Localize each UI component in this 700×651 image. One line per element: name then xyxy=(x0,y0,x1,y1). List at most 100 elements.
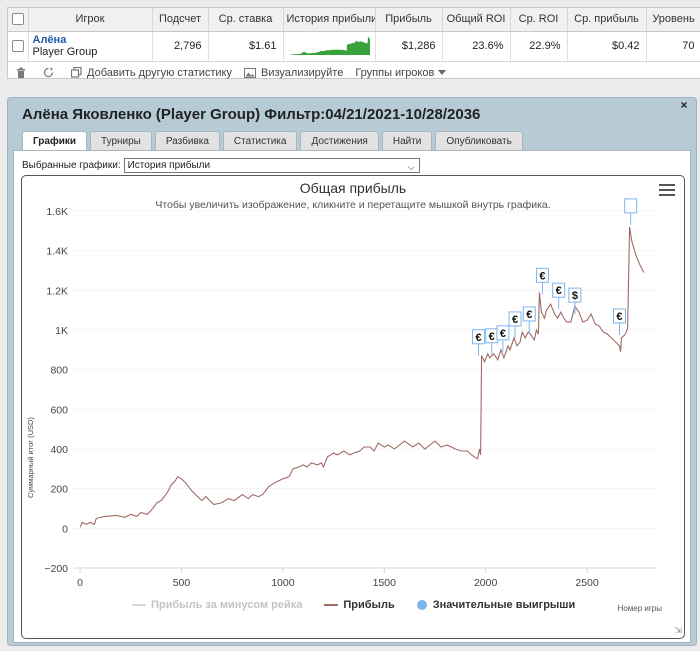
legend-label: Значительные выигрыши xyxy=(432,599,576,611)
big-win-flag xyxy=(472,329,486,345)
player-groups-dropdown[interactable]: Группы игроков xyxy=(355,67,447,79)
tab-content: Выбранные графики: История прибыли ⌵ −20… xyxy=(13,150,691,643)
avg-roi-cell: 22.9% xyxy=(510,31,568,62)
chart-legend: Прибыль за минусом рейка Прибыль Значите… xyxy=(132,599,597,611)
y-tick-label: 1.2K xyxy=(46,285,68,297)
tab-graphs[interactable]: Графики xyxy=(22,131,88,151)
row-select-cell xyxy=(8,31,29,62)
copy-icon xyxy=(71,67,82,78)
select-all-checkbox[interactable] xyxy=(11,13,24,26)
big-win-flag xyxy=(624,198,638,214)
stats-panel: Игрок Подсчет Ср. ставка История прибыли… xyxy=(7,7,700,79)
graph-select[interactable]: История прибыли ⌵ xyxy=(123,158,420,173)
panel-tabs: Графики Турниры Разбивка Статистика Дост… xyxy=(22,131,526,151)
y-tick-label: 1K xyxy=(55,325,68,337)
big-win-flag xyxy=(496,325,510,341)
col-player[interactable]: Игрок xyxy=(28,8,153,32)
resize-handle-icon[interactable]: ⇲ xyxy=(674,625,682,635)
header-row: Игрок Подсчет Ср. ставка История прибыли… xyxy=(8,8,700,32)
x-tick-label: 2000 xyxy=(474,577,498,589)
chevron-down-icon: ⌵ xyxy=(407,162,415,172)
level-cell: 70 xyxy=(646,31,700,62)
big-win-flag xyxy=(535,267,549,283)
y-tick-label: 800 xyxy=(50,365,68,377)
total-roi-cell: 23.6% xyxy=(442,31,511,62)
panel-title: Алёна Яковленко (Player Group) Фильтр:04… xyxy=(22,106,481,123)
big-win-flag-symbol: € xyxy=(526,309,532,321)
hamburger-icon-bar xyxy=(659,184,675,186)
legend-line-swatch xyxy=(324,604,339,606)
x-tick-label: 1500 xyxy=(373,577,397,589)
stats-toolbar: Добавить другую статистику Визуализируйт… xyxy=(8,62,700,84)
profit-sparkline[interactable] xyxy=(288,34,372,56)
profit-series-line xyxy=(79,226,645,528)
y-tick-label: 400 xyxy=(50,444,68,456)
refresh-button[interactable] xyxy=(43,67,59,78)
tab-find[interactable]: Найти xyxy=(381,131,433,150)
legend-dot-swatch xyxy=(416,600,427,610)
y-tick-label: 600 xyxy=(50,404,68,416)
y-axis-title: Суммарный итог (USD) xyxy=(26,417,35,498)
big-win-flag xyxy=(522,306,536,322)
visualize-button[interactable]: Визуализируйте xyxy=(244,67,343,79)
player-name[interactable]: Алёна xyxy=(32,34,67,46)
tab-breakdown[interactable]: Разбивка xyxy=(154,131,220,150)
chart-title: Общая прибыль xyxy=(299,180,407,196)
big-win-flag-symbol: € xyxy=(475,332,481,344)
count-cell: 2,796 xyxy=(152,31,209,62)
col-profit-history[interactable]: История прибыли xyxy=(283,8,376,32)
big-win-flag-symbol: $ xyxy=(572,290,578,302)
tab-tournaments[interactable]: Турниры xyxy=(90,131,152,150)
legend-line-swatch xyxy=(132,604,146,606)
legend-item-big-wins[interactable]: Значительные выигрыши xyxy=(416,599,576,611)
player-graph-panel: × Алёна Яковленко (Player Group) Фильтр:… xyxy=(7,97,697,646)
big-win-flag-symbol: € xyxy=(489,331,495,343)
add-stats-button[interactable]: Добавить другую статистику xyxy=(71,67,232,79)
y-tick-label: 1.6K xyxy=(46,206,68,218)
tab-statistics[interactable]: Статистика xyxy=(222,131,298,150)
chart-menu-button[interactable] xyxy=(659,184,675,198)
trash-icon xyxy=(16,67,26,78)
x-axis-title: Номер игры xyxy=(617,604,662,613)
avg-stake-cell: $1.61 xyxy=(208,31,284,62)
col-total-roi[interactable]: Общий ROI xyxy=(442,8,511,32)
col-avg-roi[interactable]: Ср. ROI xyxy=(510,8,568,32)
profit-chart[interactable]: −200 0 200 400 600 800 1K 1.2K 1.4K 1.6K 0 500 1000 1… xyxy=(21,175,685,639)
y-tick-label: 0 xyxy=(62,523,68,535)
graph-select-label: Выбранные графики: xyxy=(22,160,121,171)
tab-achievements[interactable]: Достижения xyxy=(300,131,379,150)
close-button[interactable]: × xyxy=(680,98,688,112)
profit-history-cell[interactable] xyxy=(283,31,376,62)
col-level[interactable]: Уровень xyxy=(646,8,700,32)
legend-item-without-rake[interactable]: Прибыль за минусом рейка xyxy=(132,599,302,611)
col-count[interactable]: Подсчет xyxy=(152,8,209,32)
col-avg-profit[interactable]: Ср. прибыль xyxy=(567,8,647,32)
big-win-flag-symbol: € xyxy=(512,314,518,326)
legend-item-profit[interactable]: Прибыль xyxy=(324,599,395,611)
select-all-cell xyxy=(8,8,29,32)
graph-select-row: Выбранные графики: История прибыли ⌵ xyxy=(22,158,420,173)
big-win-flag xyxy=(508,311,522,327)
hamburger-icon-bar xyxy=(659,189,675,191)
table-row[interactable]: Алёна Player Group 2,796 $1.61 $1,286 23… xyxy=(8,31,700,62)
y-tick-label: 1.4K xyxy=(46,246,68,258)
legend-label: Прибыль xyxy=(343,599,395,611)
x-tick-label: 500 xyxy=(173,577,191,589)
graph-select-value: История прибыли xyxy=(127,160,211,171)
image-icon xyxy=(244,67,256,78)
visualize-label: Визуализируйте xyxy=(261,66,344,79)
delete-button[interactable] xyxy=(16,67,31,78)
tab-publish[interactable]: Опубликовать xyxy=(435,131,523,150)
player-cell[interactable]: Алёна Player Group xyxy=(28,31,153,62)
refresh-icon xyxy=(43,67,54,78)
avg-profit-cell: $0.42 xyxy=(567,31,647,62)
col-avg-stake[interactable]: Ср. ставка xyxy=(208,8,284,32)
big-win-flag xyxy=(568,287,582,303)
chart-canvas[interactable]: −200 0 200 400 600 800 1K 1.2K 1.4K 1.6K 0 500 1000 1… xyxy=(22,176,685,639)
big-win-flag-symbol: € xyxy=(616,311,622,323)
player-group: Player Group xyxy=(32,46,98,58)
col-profit[interactable]: Прибыль xyxy=(375,8,443,32)
big-win-flag-symbol: € xyxy=(500,328,506,340)
row-checkbox[interactable] xyxy=(11,40,24,53)
y-tick-label: −200 xyxy=(44,563,68,575)
